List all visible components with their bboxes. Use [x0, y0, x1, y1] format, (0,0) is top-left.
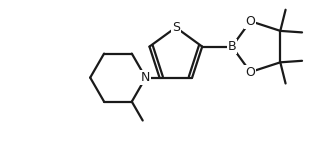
Text: O: O — [245, 15, 255, 28]
Text: N: N — [141, 71, 150, 84]
Text: B: B — [228, 40, 236, 53]
Text: O: O — [245, 66, 255, 79]
Text: S: S — [172, 21, 180, 34]
